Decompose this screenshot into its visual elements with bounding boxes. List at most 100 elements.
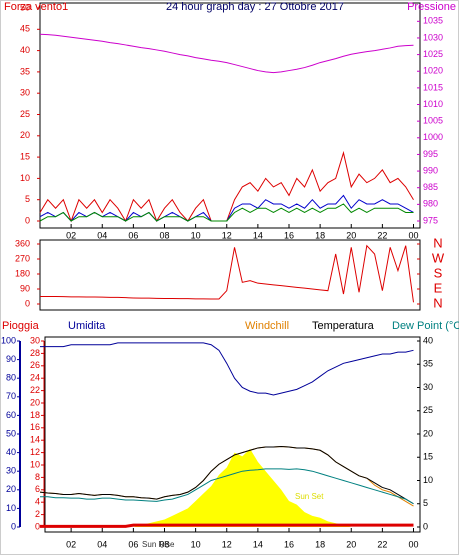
x-tick-label: 08 <box>159 539 169 549</box>
x-tick-label: 06 <box>128 230 138 240</box>
x-tick-label: 22 <box>377 539 387 549</box>
y-tick-label: 1005 <box>423 116 443 126</box>
y-tick-label: 0 <box>35 521 40 531</box>
x-tick-label: 18 <box>315 230 325 240</box>
y-tick-label: 40 <box>6 447 16 457</box>
y-tick-label: 990 <box>423 165 438 175</box>
y-tick-label: 6 <box>35 484 40 494</box>
y-tick-label: 90 <box>20 283 30 293</box>
y-tick-label: 10 <box>20 173 30 183</box>
y-tick-label: 4 <box>35 497 40 507</box>
x-tick-label: 08 <box>159 230 169 240</box>
chart-title: 24 hour graph day : 27 Ottobre 2017 <box>166 1 344 13</box>
wind-axis-title: Forza vento1 <box>4 1 68 13</box>
y-tick-label: 28 <box>30 348 40 358</box>
y-tick-label: 0 <box>11 521 16 531</box>
pressure-axis-title: Pressione <box>407 1 456 13</box>
y-tick-label: 35 <box>20 66 30 76</box>
legend-entry: Pioggia <box>2 320 40 332</box>
series-line <box>40 342 414 396</box>
y-tick-label: 16 <box>30 422 40 432</box>
series-line <box>39 33 414 74</box>
legend-entry: Dew Point (°C <box>392 320 459 332</box>
y-tick-label: 1000 <box>423 132 443 142</box>
x-tick-label: 04 <box>97 539 107 549</box>
y-tick-label: 12 <box>30 447 40 457</box>
x-tick-label: 14 <box>253 539 263 549</box>
y-tick-label: 180 <box>15 268 30 278</box>
x-tick-label: 20 <box>346 230 356 240</box>
annotation: Sun Set <box>295 492 324 501</box>
y-tick-label: 24 <box>30 373 40 383</box>
direction-frame <box>39 239 421 311</box>
y-tick-label: 22 <box>30 385 40 395</box>
x-tick-label: 12 <box>222 539 232 549</box>
legend-entry: Temperatura <box>312 320 375 332</box>
y-tick-label: 10 <box>30 459 40 469</box>
y-tick-label: 1010 <box>423 99 443 109</box>
y-tick-label: 995 <box>423 149 438 159</box>
y-tick-label: 980 <box>423 199 438 209</box>
x-tick-label: 10 <box>191 230 201 240</box>
x-tick-label: 04 <box>97 230 107 240</box>
y-tick-label: 10 <box>423 475 433 485</box>
y-tick-label: 5 <box>423 498 428 508</box>
y-tick-label: 30 <box>30 335 40 345</box>
y-tick-label: 26 <box>30 360 40 370</box>
y-tick-label: 1035 <box>423 16 443 26</box>
x-tick-label: 16 <box>284 539 294 549</box>
y-tick-label: 15 <box>423 452 433 462</box>
y-tick-label: 1015 <box>423 82 443 92</box>
y-tick-label: 1020 <box>423 66 443 76</box>
series-line <box>39 446 414 505</box>
x-tick-label: 16 <box>284 230 294 240</box>
y-tick-label: 100 <box>1 335 16 345</box>
y-tick-label: 60 <box>6 410 16 420</box>
y-tick-label: N <box>433 295 442 310</box>
annotation: Sun Rise <box>142 540 175 549</box>
series-line <box>40 244 414 303</box>
series-line <box>39 203 414 222</box>
y-tick-label: 80 <box>6 373 16 383</box>
series-line <box>40 468 414 505</box>
x-tick-label: 00 <box>408 539 418 549</box>
wind-frame <box>39 2 421 229</box>
y-tick-label: 1025 <box>423 49 443 59</box>
y-tick-label: 40 <box>423 335 433 345</box>
y-tick-label: 5 <box>25 194 30 204</box>
y-tick-label: 0 <box>25 298 30 308</box>
y-tick-label: 50 <box>20 2 30 12</box>
x-tick-label: 20 <box>346 539 356 549</box>
y-tick-label: 1030 <box>423 32 443 42</box>
y-tick-label: 18 <box>30 410 40 420</box>
y-tick-label: 10 <box>6 503 16 513</box>
y-tick-label: 20 <box>30 397 40 407</box>
y-tick-label: 985 <box>423 182 438 192</box>
x-tick-label: 14 <box>253 230 263 240</box>
y-tick-label: 15 <box>20 151 30 161</box>
y-tick-label: 35 <box>423 359 433 369</box>
y-tick-label: 0 <box>25 215 30 225</box>
y-tick-label: 70 <box>6 391 16 401</box>
y-tick-label: 45 <box>20 24 30 34</box>
y-tick-label: 30 <box>6 466 16 476</box>
x-tick-label: 02 <box>66 539 76 549</box>
x-tick-label: 22 <box>377 230 387 240</box>
y-tick-label: 30 <box>20 88 30 98</box>
y-tick-label: S <box>434 265 443 280</box>
y-tick-label: W <box>432 250 445 265</box>
x-tick-label: 02 <box>66 230 76 240</box>
x-tick-label: 06 <box>128 539 138 549</box>
y-tick-label: 25 <box>20 109 30 119</box>
y-tick-label: 30 <box>423 382 433 392</box>
y-tick-label: N <box>433 235 442 250</box>
legend-entry: Umidita <box>68 320 106 332</box>
solar-area <box>40 448 414 527</box>
y-tick-label: 90 <box>6 354 16 364</box>
y-tick-label: E <box>434 280 443 295</box>
y-tick-label: 25 <box>423 405 433 415</box>
y-tick-label: 40 <box>20 45 30 55</box>
y-tick-label: 360 <box>15 238 30 248</box>
series-line <box>40 523 414 528</box>
